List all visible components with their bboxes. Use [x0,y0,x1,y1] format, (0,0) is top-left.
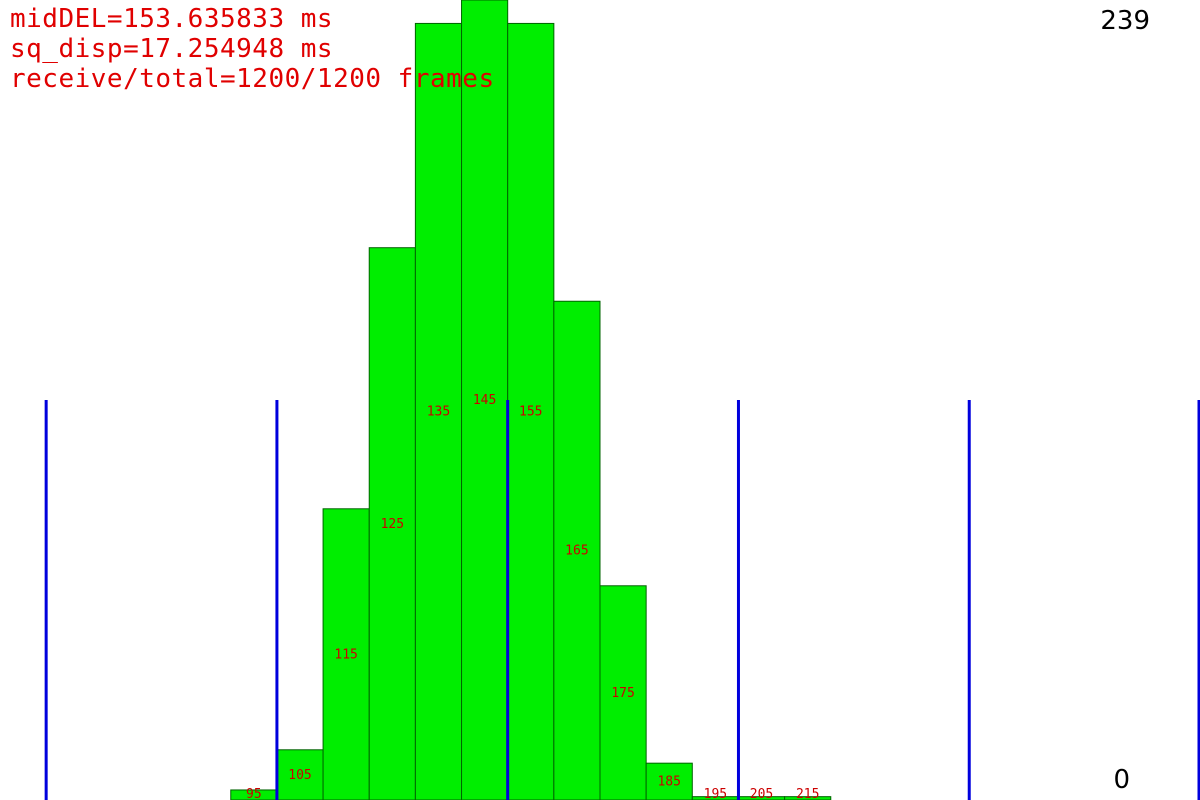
bin-label-145: 145 [473,393,496,408]
bin-label-115: 115 [334,647,357,662]
stats-panel: midDEL=153.635833 ms sq_disp=17.254948 m… [10,4,495,94]
histogram-bar-165 [553,300,601,800]
marker-lines-layer [44,400,1200,800]
bars-layer [230,0,832,800]
sq-disp-stat: sq_disp=17.254948 ms [10,34,334,64]
bin-label-135: 135 [427,405,450,420]
bin-label-165: 165 [565,544,588,559]
receive-total-stat: receive/total=1200/1200 frames [10,64,495,94]
bin-label-175: 175 [611,686,634,701]
bin-label-95: 95 [246,787,262,800]
bin-label-155: 155 [519,405,542,420]
bin-label-205: 205 [750,787,773,800]
histogram-bar-115 [322,508,370,800]
bin-label-215: 215 [796,787,819,800]
bin-label-125: 125 [381,517,404,532]
histogram-bar-185 [645,762,693,800]
bin-label-105: 105 [288,768,311,783]
y-min-label: 0 [1113,765,1130,795]
mid-del-stat: midDEL=153.635833 ms [10,4,334,34]
y-max-label: 239 [1100,6,1150,36]
bin-labels-layer: 95 105 115 125 135 145 155 165 175 185 195 205 215 [246,393,819,800]
histogram-bar-175 [599,585,647,800]
bin-label-195: 195 [704,787,727,800]
bin-label-185: 185 [657,775,680,790]
